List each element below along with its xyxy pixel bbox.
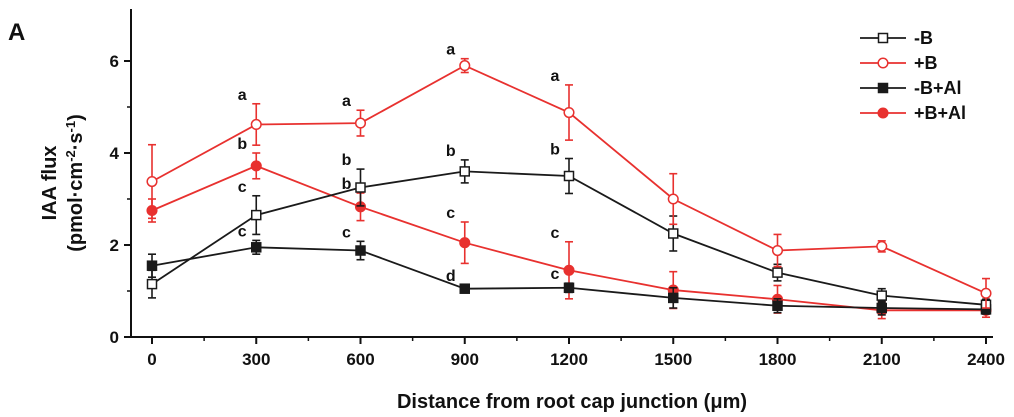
chart-axes: 0 2 4 6 0 300 600 900 1200 1500 1800 2100 2400 [110,9,1005,369]
panel-label: A [8,19,25,46]
significance-letter: c [342,224,351,241]
data-point [667,193,679,205]
data-point [563,282,575,294]
x-tick-label: 2100 [863,350,901,369]
data-point [354,117,367,129]
significance-letter: b [342,176,352,193]
x-tick-label: 1500 [654,350,692,369]
data-point [563,264,575,276]
data-point [355,182,366,193]
legend-label: -B [914,28,933,48]
legend-swatch-marker [877,32,889,44]
data-point [563,170,575,182]
x-tick-label: 600 [346,350,374,369]
y-tick-label: 2 [110,236,119,255]
significance-letter: c [238,179,247,196]
x-axis-title: Distance from root cap junction (μm) [397,391,747,413]
data-point [459,166,470,177]
significance-letter: a [342,93,351,110]
significance-letter: c [238,223,247,240]
legend-swatch-marker [877,57,889,69]
data-point [668,228,679,239]
legend-item: -B [860,28,933,48]
legend-label: +B+Al [914,103,966,123]
y-tick-label: 4 [110,144,120,163]
y-unit-part: (pmol·cm [65,162,87,252]
x-tick-label: 0 [147,350,156,369]
series-layer [146,57,992,320]
significance-letter: d [446,268,456,285]
significance-letter: c [446,205,455,222]
series-b-minus [146,157,992,312]
significance-letter: b [550,142,560,159]
x-tick-label: 2400 [967,350,1005,369]
significance-letter: b [342,152,352,169]
legend-label: +B [914,53,938,73]
y-axis-title-line1: IAA flux [39,146,61,221]
data-point [146,260,158,271]
legend-item: +B [860,53,938,73]
significance-letter: a [238,87,247,104]
y-axis-title-line2: (pmol·cm-2·s-1) [63,114,88,252]
chart-legend: -B +B -B+Al +B+Al [860,28,966,123]
x-tick-label: 1200 [550,350,588,369]
legend-label: -B+Al [914,78,962,98]
data-point [772,300,783,311]
data-point [146,175,158,188]
y-tick-label: 6 [110,52,119,71]
data-point [251,209,262,221]
significance-letter: b [446,143,456,160]
y-unit-superscript: -1 [63,121,78,133]
data-point [355,245,366,256]
data-point [459,60,471,72]
legend-swatch-marker [877,107,889,119]
y-unit-superscript: -2 [63,150,78,162]
significance-letter: c [551,266,560,283]
y-tick-label: 0 [110,328,119,347]
data-point [250,118,262,131]
data-point [250,160,262,172]
data-point [251,242,262,253]
data-point [980,287,992,299]
data-point [876,240,888,252]
data-point [876,290,887,301]
data-point [459,237,471,249]
data-point [772,267,783,278]
significance-letter: c [551,225,560,242]
y-axis-title: IAA flux (pmol·cm-2·s-1) [39,114,87,252]
data-point [668,292,679,304]
x-tick-label: 1800 [759,350,797,369]
significance-letter: b [237,136,247,153]
data-point [146,278,158,290]
series-b-plus [146,57,992,309]
x-tick-label: 300 [242,350,270,369]
legend-item: -B+Al [860,78,962,98]
data-point [771,244,784,257]
x-tick-label: 900 [451,350,479,369]
legend-item: +B+Al [860,103,966,123]
data-point [459,283,470,294]
significance-letter: a [551,68,560,85]
y-unit-part: ) [65,114,87,121]
data-point [876,302,887,314]
legend-swatch-marker [877,82,889,94]
significance-letter: a [446,42,455,59]
data-point [563,106,575,119]
y-unit-part: ·s [65,132,87,150]
